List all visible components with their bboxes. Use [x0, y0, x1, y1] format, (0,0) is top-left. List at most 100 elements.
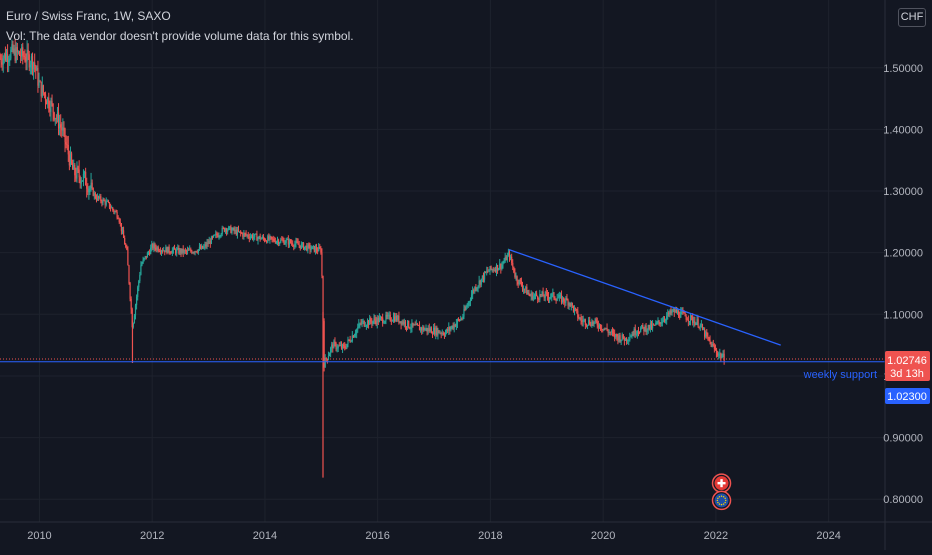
- candle-body: [331, 344, 333, 348]
- eu-star: [717, 497, 719, 500]
- candle-body: [556, 298, 558, 301]
- candle-body: [565, 298, 567, 303]
- candle-body: [311, 246, 313, 250]
- candle-body: [279, 242, 281, 244]
- candle-body: [101, 201, 103, 204]
- candle-body: [506, 255, 508, 261]
- candle-body: [64, 128, 66, 143]
- candle-body: [646, 330, 648, 333]
- candle-body: [219, 235, 221, 237]
- candle-body: [308, 244, 310, 246]
- candle-body: [182, 248, 184, 254]
- candle-body: [14, 48, 16, 61]
- candle-body: [429, 328, 431, 332]
- candle-body: [420, 327, 422, 331]
- candle-body: [203, 246, 205, 249]
- candle-body: [664, 320, 667, 321]
- currency-badge[interactable]: CHF: [898, 8, 926, 27]
- candle-body: [162, 250, 164, 252]
- candle-body: [67, 145, 69, 155]
- candle-body: [595, 319, 597, 322]
- candle-body: [12, 44, 14, 53]
- candle-body: [204, 244, 206, 247]
- volume-legend: Vol: The data vendor doesn't provide vol…: [6, 29, 354, 43]
- candle-body: [132, 323, 134, 328]
- candle-body: [209, 240, 211, 244]
- candle-body: [309, 245, 311, 251]
- candle-body: [446, 329, 448, 333]
- candle-body: [608, 332, 610, 333]
- candle-body: [313, 245, 315, 252]
- candle-body: [450, 327, 452, 330]
- candle-body: [167, 246, 169, 254]
- candle-body: [553, 292, 555, 299]
- candle-body: [245, 233, 247, 235]
- candle-body: [472, 290, 474, 295]
- candles: [0, 38, 725, 478]
- candle-body: [115, 211, 117, 213]
- candle-body: [465, 307, 467, 310]
- candle-body: [359, 323, 361, 325]
- candle-body: [168, 246, 170, 253]
- candle-body: [113, 209, 115, 213]
- candle-body: [443, 334, 446, 336]
- candle-body: [299, 245, 301, 249]
- drawings[interactable]: [0, 248, 885, 363]
- eu-star: [718, 503, 721, 505]
- candle-body: [607, 330, 609, 333]
- candle-body: [511, 256, 513, 263]
- candle-body: [360, 323, 362, 325]
- candle-body: [513, 266, 515, 273]
- candle-body: [211, 236, 214, 238]
- symbol-legend[interactable]: Euro / Swiss Franc, 1W, SAXO: [6, 9, 171, 23]
- candle-body: [667, 312, 669, 316]
- candle-body: [336, 348, 338, 350]
- candle-body: [179, 249, 181, 254]
- candle-body: [86, 185, 88, 189]
- candle-body: [52, 103, 54, 113]
- candle-body: [586, 324, 589, 326]
- candle-body: [538, 299, 540, 300]
- candle-body: [228, 226, 230, 230]
- candle-body: [65, 142, 67, 145]
- candle-body: [293, 245, 295, 247]
- candle-body: [102, 199, 104, 204]
- time-axis[interactable]: 2010 2012 2014 2016 2018 2020 2022 2024: [27, 530, 841, 542]
- candle-body: [268, 236, 270, 240]
- candle-body: [609, 332, 611, 333]
- candle-body: [418, 325, 421, 331]
- candle-body: [155, 247, 157, 250]
- candle-body: [534, 293, 537, 296]
- candle-body: [319, 246, 321, 249]
- candle-body: [337, 345, 339, 349]
- candle-body: [271, 236, 273, 239]
- candle-body: [169, 252, 171, 253]
- candle-body: [356, 329, 358, 334]
- candle-body: [486, 270, 488, 273]
- candle-body: [427, 328, 429, 332]
- eu-star: [717, 501, 719, 504]
- time-tick-label: 2024: [816, 530, 840, 542]
- candle-body: [604, 328, 606, 330]
- candle-body: [145, 256, 147, 258]
- candle-body: [593, 321, 595, 324]
- candle-body: [417, 325, 420, 326]
- price-tick-label: 1.40000: [883, 124, 923, 136]
- event-markers[interactable]: [711, 473, 732, 511]
- candle-body: [254, 233, 256, 237]
- candle-body: [117, 217, 119, 219]
- candle-body: [396, 315, 398, 321]
- candle-body: [238, 231, 241, 233]
- candle-body: [236, 229, 239, 235]
- candle-body: [661, 322, 663, 323]
- candle-body: [632, 334, 634, 336]
- candle-body: [616, 334, 618, 337]
- candle-body: [581, 320, 583, 322]
- candle-body: [312, 245, 314, 247]
- candle-body: [684, 312, 686, 317]
- candle-body: [493, 269, 495, 271]
- candle-body: [637, 331, 640, 333]
- candle-body: [528, 292, 530, 295]
